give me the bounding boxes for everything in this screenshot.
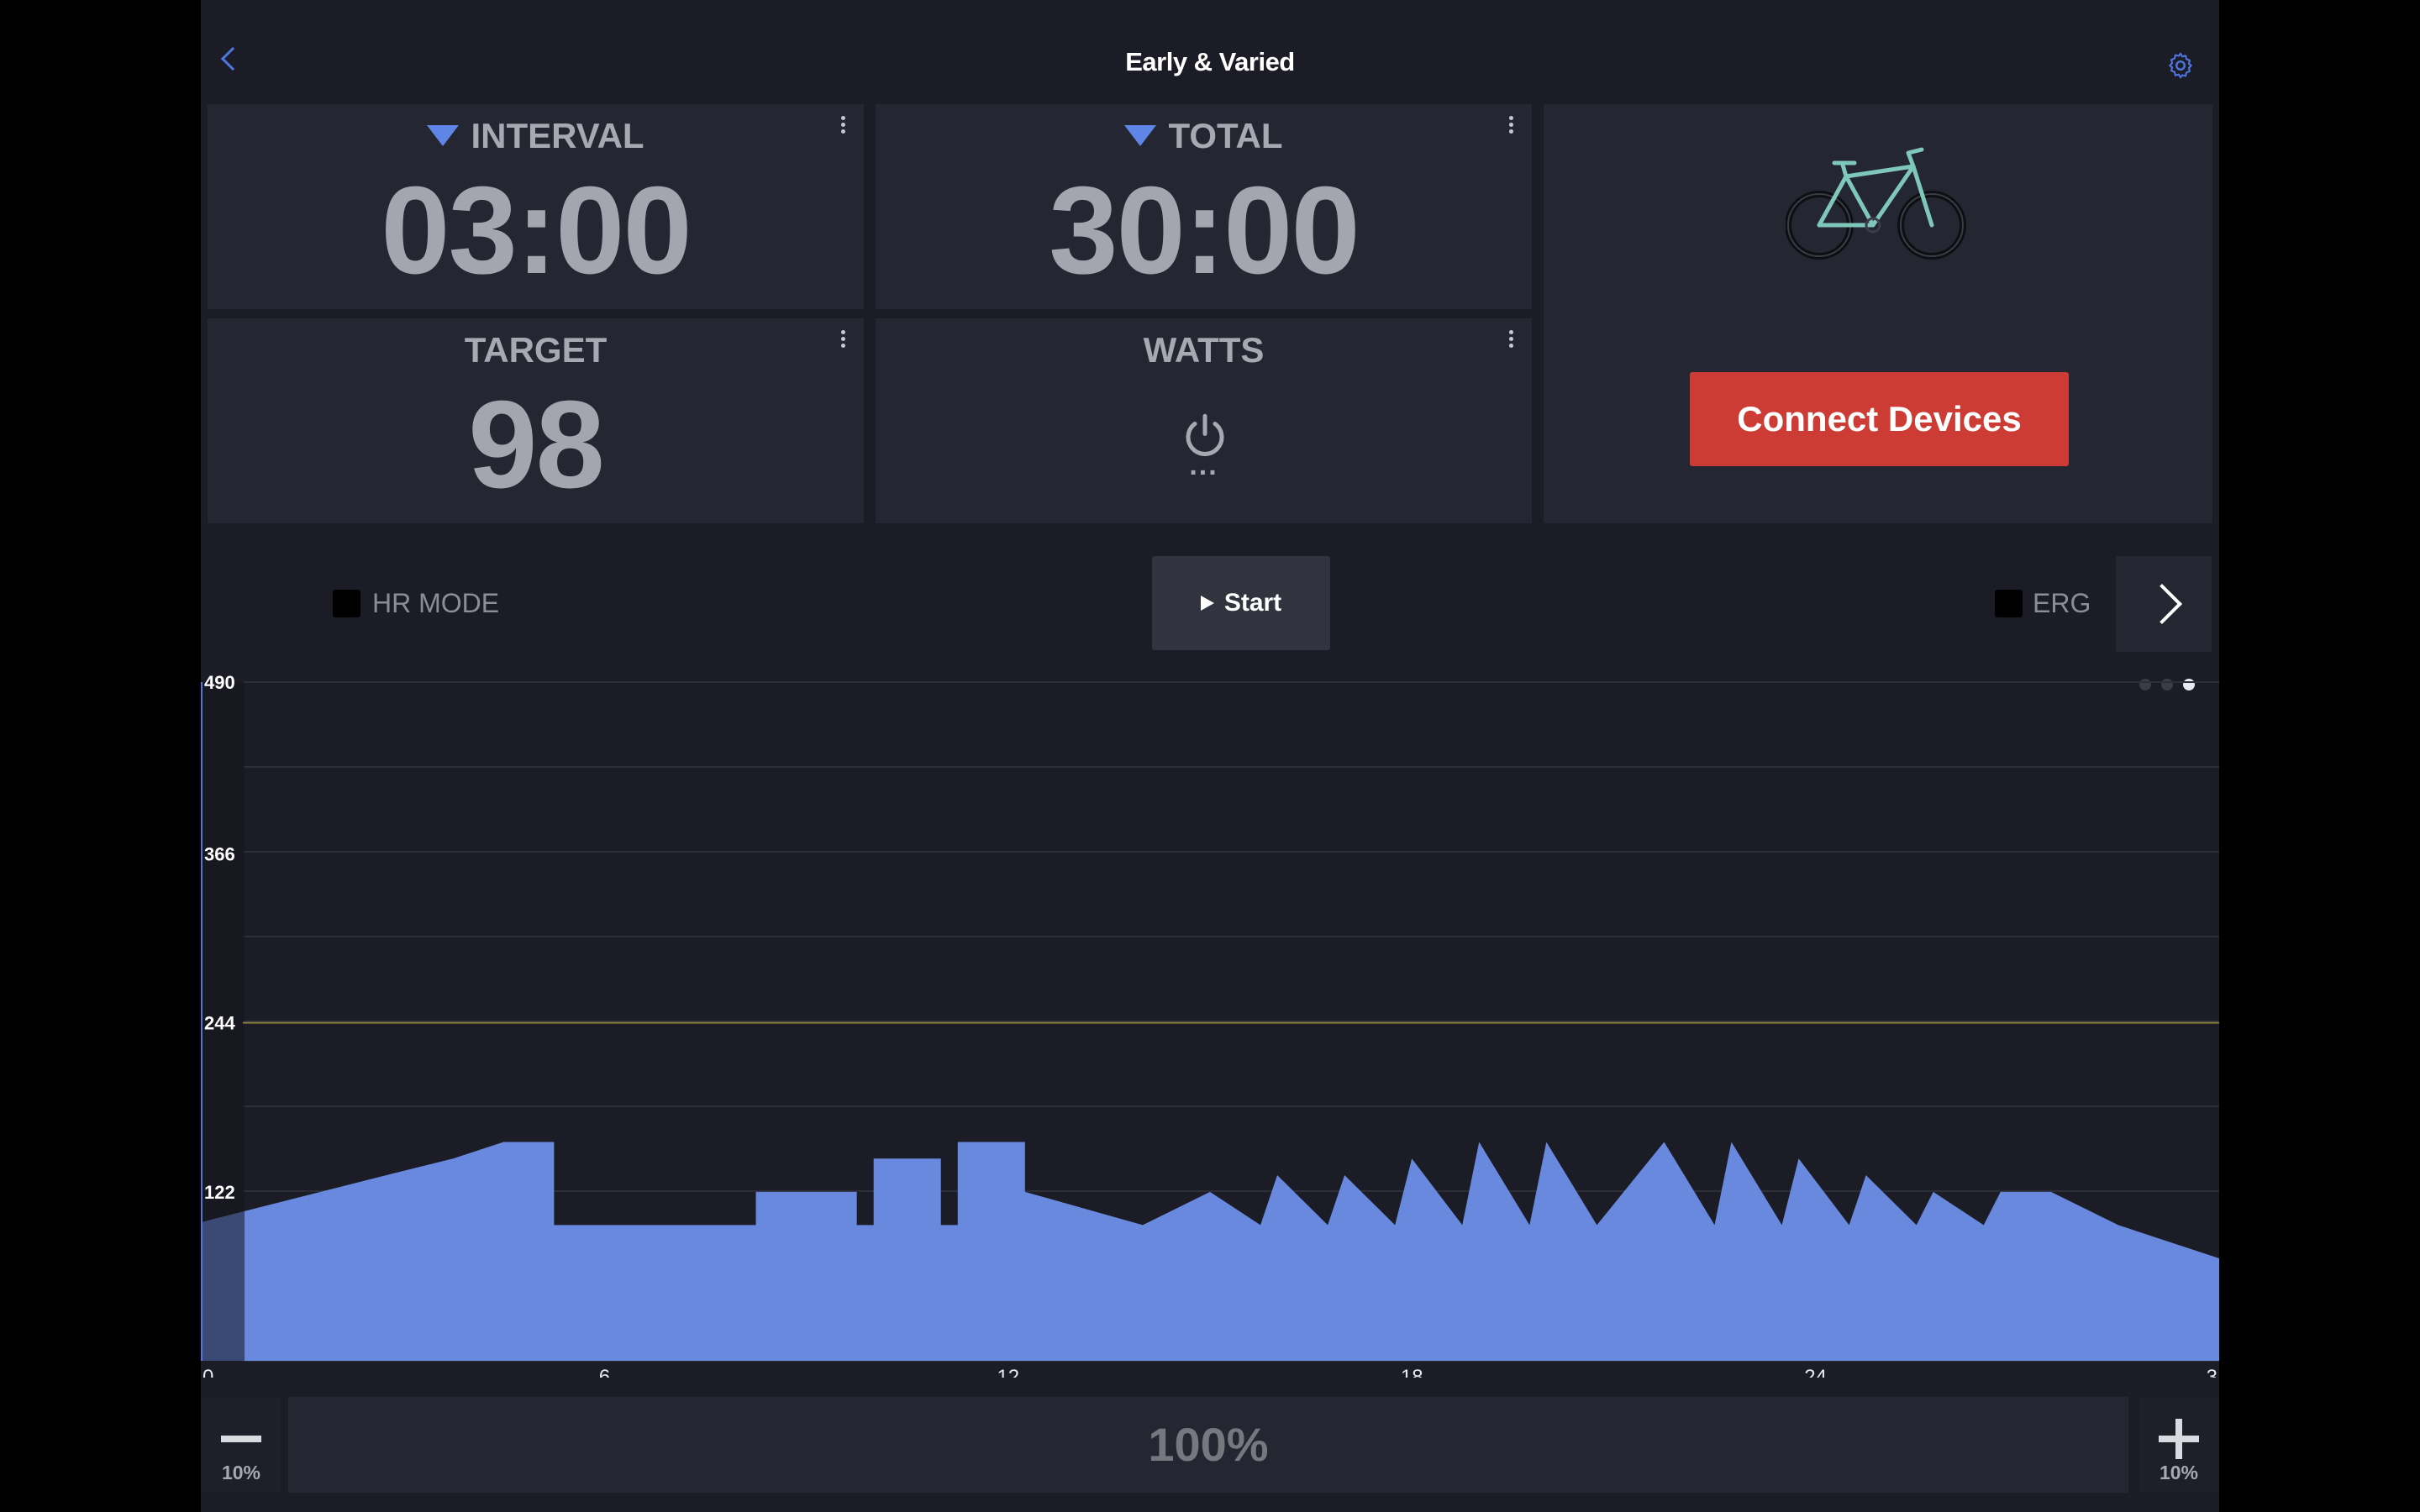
total-label: TOTAL — [1168, 116, 1283, 155]
intensity-value: 100% — [288, 1397, 2128, 1493]
increase-step-label: 10% — [2159, 1462, 2199, 1483]
interval-tile: INTERVAL 03:00 — [208, 104, 864, 309]
watts-label: WATTS — [1143, 330, 1265, 370]
interval-label: INTERVAL — [471, 116, 644, 155]
target-tile: TARGET 98 — [208, 318, 864, 523]
connect-devices-button[interactable]: Connect Devices — [1690, 372, 2069, 466]
x-tick-label: 6 — [599, 1366, 610, 1378]
hr-mode-label: HR MODE — [372, 588, 500, 618]
total-label-row: TOTAL — [876, 116, 1532, 156]
play-icon — [1200, 596, 1214, 611]
minus-icon — [221, 1436, 261, 1442]
app-window: Early & Varied INTERVAL 03:00 TOTAL 30:0… — [201, 0, 2219, 1512]
y-tick-label: 244 — [204, 1013, 235, 1034]
total-menu-icon[interactable] — [1505, 114, 1517, 138]
power-profile-area — [201, 1142, 2219, 1361]
y-tick-label: 122 — [204, 1182, 235, 1203]
erg-checkbox[interactable] — [1995, 590, 2023, 617]
increase-intensity-button[interactable]: 10% — [2139, 1397, 2219, 1493]
x-tick-label: 12 — [997, 1366, 1019, 1378]
erg-label: ERG — [2033, 588, 2091, 618]
x-tick-label: 3 — [2207, 1366, 2217, 1378]
bicycle-icon — [1786, 147, 1966, 260]
watts-tile: WATTS ... — [876, 318, 1532, 523]
next-chevron-button[interactable] — [2116, 556, 2212, 652]
triangle-down-icon — [427, 125, 460, 147]
gear-icon[interactable] — [2165, 50, 2196, 81]
intensity-bar: 10% 100% 10% — [201, 1397, 2219, 1493]
workout-profile-chart: 490 366 244 122 0 6 12 18 24 3 — [201, 672, 2219, 1378]
header: Early & Varied — [201, 0, 2219, 101]
triangle-down-icon — [1124, 125, 1157, 147]
total-tile: TOTAL 30:00 — [876, 104, 1532, 309]
plus-icon — [2159, 1419, 2199, 1459]
target-menu-icon[interactable] — [837, 328, 849, 352]
start-label: Start — [1223, 589, 1282, 617]
interval-menu-icon[interactable] — [837, 114, 849, 138]
decrease-intensity-button[interactable]: 10% — [201, 1397, 281, 1493]
progress-overlay — [201, 682, 245, 1361]
power-icon — [1186, 413, 1224, 456]
interval-label-row: INTERVAL — [208, 116, 864, 156]
decrease-step-label: 10% — [221, 1462, 261, 1483]
watts-menu-icon[interactable] — [1505, 328, 1517, 352]
total-value: 30:00 — [1049, 161, 1360, 300]
hr-mode-checkbox[interactable] — [333, 590, 360, 617]
x-tick-label: 24 — [1804, 1366, 1827, 1378]
watts-value: ... — [1189, 449, 1218, 481]
x-tick-label: 0 — [203, 1366, 213, 1378]
start-button[interactable]: Start — [1152, 556, 1330, 650]
y-tick-label: 366 — [204, 843, 235, 864]
x-tick-label: 18 — [1401, 1366, 1423, 1378]
target-label: TARGET — [464, 330, 608, 370]
workout-title: Early & Varied — [1125, 47, 1295, 76]
target-value: 98 — [468, 375, 605, 514]
interval-value: 03:00 — [381, 161, 692, 300]
y-tick-label: 490 — [204, 672, 235, 693]
